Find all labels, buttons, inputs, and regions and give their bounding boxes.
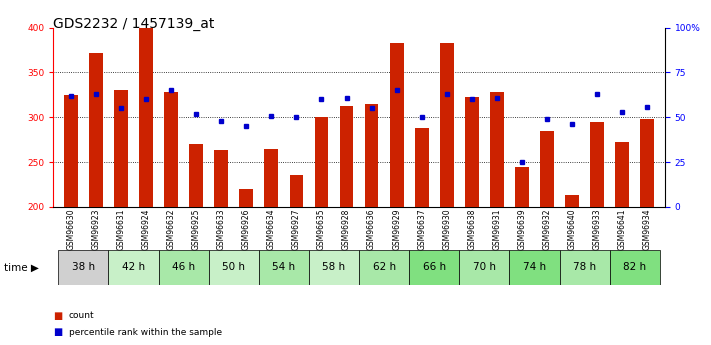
Bar: [189, 144, 203, 207]
Text: 46 h: 46 h: [172, 263, 196, 272]
Bar: [214, 150, 228, 207]
Text: 74 h: 74 h: [523, 263, 546, 272]
Text: 82 h: 82 h: [623, 263, 646, 272]
Bar: [209, 250, 259, 285]
Bar: [259, 250, 309, 285]
Bar: [289, 175, 304, 207]
Bar: [590, 122, 604, 207]
Text: 54 h: 54 h: [272, 263, 296, 272]
Bar: [58, 250, 109, 285]
Text: 66 h: 66 h: [422, 263, 446, 272]
Text: 42 h: 42 h: [122, 263, 145, 272]
Text: ■: ■: [53, 327, 63, 337]
Bar: [64, 95, 77, 207]
Bar: [641, 119, 654, 207]
Bar: [359, 250, 409, 285]
Bar: [390, 43, 404, 207]
Text: 50 h: 50 h: [223, 263, 245, 272]
Text: 38 h: 38 h: [72, 263, 95, 272]
Bar: [89, 53, 103, 207]
Bar: [615, 142, 629, 207]
Bar: [490, 92, 504, 207]
Text: 58 h: 58 h: [322, 263, 346, 272]
Bar: [560, 250, 609, 285]
Text: time ▶: time ▶: [4, 263, 38, 272]
Bar: [139, 29, 153, 207]
Text: 62 h: 62 h: [373, 263, 396, 272]
Text: 70 h: 70 h: [473, 263, 496, 272]
Bar: [109, 250, 159, 285]
Bar: [164, 92, 178, 207]
Bar: [114, 90, 128, 207]
Bar: [340, 106, 353, 207]
Bar: [465, 97, 479, 207]
Bar: [459, 250, 509, 285]
Bar: [264, 149, 278, 207]
Bar: [509, 250, 560, 285]
Bar: [240, 189, 253, 207]
Bar: [609, 250, 660, 285]
Text: percentile rank within the sample: percentile rank within the sample: [69, 328, 222, 337]
Text: 78 h: 78 h: [573, 263, 596, 272]
Bar: [540, 131, 554, 207]
Bar: [565, 195, 579, 207]
Bar: [515, 167, 529, 207]
Bar: [365, 104, 378, 207]
Bar: [440, 43, 454, 207]
Bar: [309, 250, 359, 285]
Bar: [159, 250, 209, 285]
Bar: [409, 250, 459, 285]
Text: GDS2232 / 1457139_at: GDS2232 / 1457139_at: [53, 17, 215, 31]
Text: count: count: [69, 311, 95, 320]
Bar: [415, 128, 429, 207]
Text: ■: ■: [53, 311, 63, 321]
Bar: [314, 117, 328, 207]
